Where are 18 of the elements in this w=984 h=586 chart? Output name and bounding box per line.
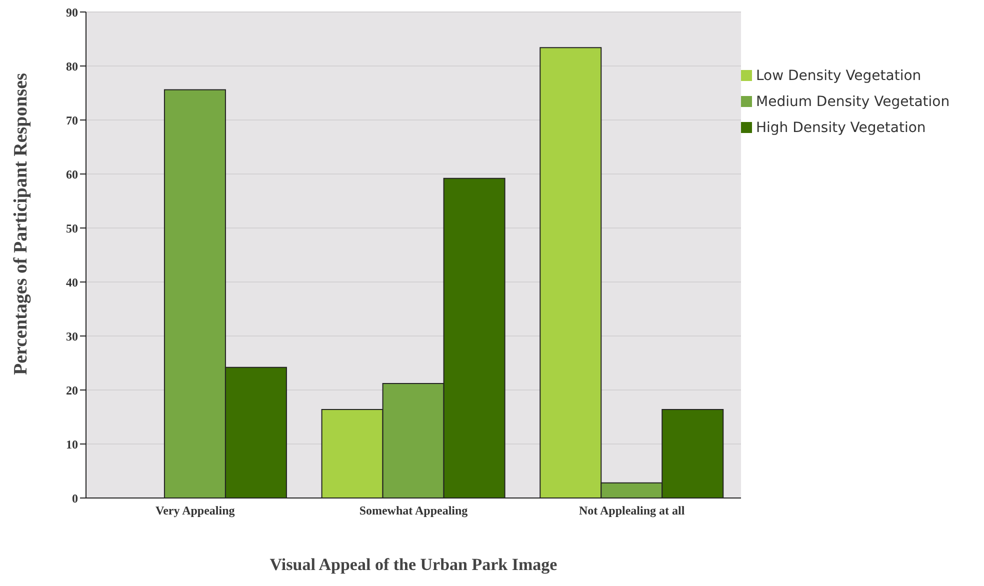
legend-label: High Density Vegetation	[756, 120, 926, 136]
y-tick-label: 60	[66, 167, 78, 182]
x-tick-label: Very Appealing	[156, 504, 235, 518]
y-tick-label: 80	[66, 59, 78, 74]
legend-label: Low Density Vegetation	[756, 68, 922, 84]
x-tick-label: Somewhat Appealing	[359, 504, 468, 518]
y-tick-label: 30	[66, 329, 78, 344]
y-tick-label: 0	[72, 491, 78, 506]
x-tick-label: Not Applealing at all	[578, 504, 686, 518]
y-tick-label: 50	[66, 221, 78, 236]
y-tick-label: 20	[66, 383, 78, 398]
y-tick-label: 70	[66, 113, 78, 128]
y-axis-title: Percentages of Participant Responses	[10, 72, 32, 375]
legend-label: Medium Density Vegetation	[756, 94, 950, 110]
y-tick-label: 90	[66, 5, 78, 20]
x-axis-title: Visual Appeal of the Urban Park Image	[270, 555, 558, 574]
y-tick-label: 10	[66, 437, 78, 452]
y-tick-label: 40	[66, 275, 78, 290]
